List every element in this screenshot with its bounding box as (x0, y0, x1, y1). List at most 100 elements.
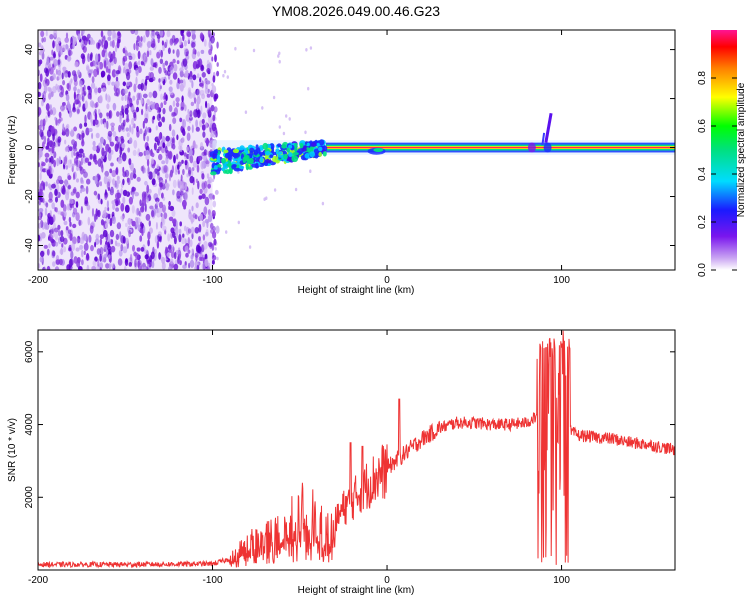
noise-speck (49, 34, 54, 40)
noise-speck (133, 113, 137, 122)
noise-speck (141, 197, 147, 206)
noise-speck (147, 231, 151, 240)
noise-speck (201, 263, 206, 270)
noise-speck (161, 116, 165, 123)
noise-speck (136, 217, 141, 225)
noise-speck (95, 233, 100, 241)
noise-speck (119, 115, 122, 124)
noise-speck (52, 73, 56, 80)
onset-blob (265, 158, 270, 164)
noise-speck (60, 230, 64, 237)
noise-speck (53, 227, 59, 233)
onset-blob (243, 154, 250, 162)
noise-speck (48, 191, 53, 201)
snr-panel: -200 -100 0 100 2000 4000 6000 Height of stra… (7, 329, 676, 596)
noise-speck (54, 241, 59, 247)
noise-speck (154, 102, 160, 110)
noise-speck (61, 243, 64, 248)
noise-speck (141, 108, 144, 116)
noise-speck (207, 241, 213, 248)
noise-speck (130, 30, 135, 35)
noise-speck (108, 262, 112, 270)
noise-speck (200, 160, 205, 170)
noise-speck (197, 156, 201, 162)
noise-speck (115, 192, 120, 200)
onset-blob (259, 156, 264, 163)
noise-speck (99, 234, 105, 240)
noise-speck (115, 76, 119, 82)
onset-blob (232, 157, 238, 162)
noise-speck (213, 238, 217, 246)
noise-speck (76, 235, 81, 244)
sparse-speck (273, 188, 277, 192)
noise-speck (46, 169, 51, 175)
noise-speck (102, 87, 106, 92)
noise-speck (135, 67, 140, 75)
noise-speck (146, 171, 150, 177)
noise-speck (179, 67, 184, 72)
noise-speck (73, 150, 76, 157)
noise-speck (138, 210, 141, 217)
noise-speck (68, 109, 73, 118)
noise-speck (164, 173, 169, 179)
noise-speck (127, 95, 131, 100)
onset-blob (291, 155, 299, 163)
noise-speck (45, 115, 48, 123)
noise-speck (68, 216, 72, 223)
noise-speck (182, 199, 187, 208)
noise-speck (94, 87, 98, 94)
noise-speck (43, 244, 48, 249)
noise-speck (125, 222, 128, 228)
noise-speck (68, 265, 73, 270)
noise-speck (63, 210, 67, 218)
noise-speck (158, 252, 162, 260)
noise-speck (55, 207, 58, 213)
noise-speck (84, 114, 87, 124)
noise-speck (117, 258, 123, 266)
noise-speck (179, 221, 182, 227)
noise-speck (162, 225, 167, 232)
y-tick-label: 4000 (24, 413, 35, 436)
onset-blob (223, 149, 229, 154)
noise-speck (176, 60, 180, 65)
noise-speck (178, 79, 181, 85)
noise-speck (38, 234, 41, 242)
onset-blob (221, 157, 226, 164)
noise-speck (158, 201, 164, 209)
x-tick-label: -100 (203, 275, 223, 286)
noise-speck (158, 182, 164, 188)
noise-speck (156, 240, 160, 249)
spectrogram-y-label: Frequency (Hz) (7, 116, 18, 185)
noise-speck (191, 80, 194, 89)
noise-speck (91, 82, 96, 89)
noise-speck (103, 175, 108, 185)
noise-speck (149, 205, 154, 210)
noise-speck (51, 202, 55, 210)
noise-speck (79, 244, 84, 250)
noise-speck (122, 236, 126, 244)
noise-speck (69, 42, 74, 50)
sparse-speck (307, 86, 310, 91)
noise-speck (99, 238, 103, 246)
noise-speck (51, 239, 57, 247)
noise-speck (139, 211, 142, 217)
noise-speck (189, 155, 194, 164)
noise-speck (148, 72, 151, 79)
noise-speck (49, 92, 54, 98)
colorbar-tick-label: 0.8 (697, 71, 708, 85)
noise-speck (63, 105, 66, 110)
noise-speck (81, 139, 85, 147)
colorbar-tick-label: 0.0 (697, 263, 708, 277)
noise-speck (170, 143, 173, 149)
noise-speck (172, 72, 178, 80)
noise-speck (99, 262, 104, 269)
noise-speck (188, 166, 192, 175)
noise-speck (211, 85, 217, 94)
onset-blob (239, 165, 245, 170)
noise-speck (194, 214, 198, 220)
noise-speck (175, 97, 180, 103)
noise-speck (121, 143, 126, 149)
noise-speck (134, 191, 137, 197)
noise-speck (127, 228, 133, 233)
onset-blob (294, 142, 298, 148)
